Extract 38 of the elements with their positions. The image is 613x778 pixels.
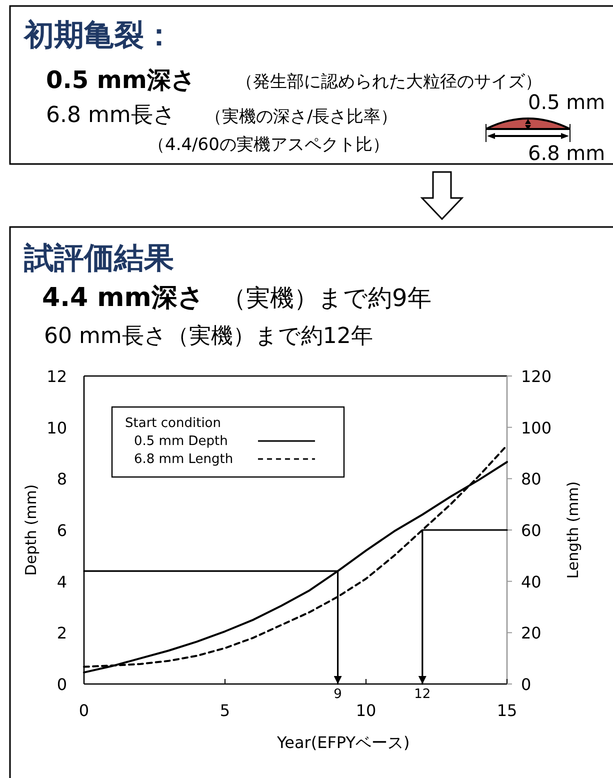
y2-axis-title: Length (mm) — [564, 481, 582, 579]
y-tick-label: 8 — [56, 470, 67, 489]
x-tick-label: 0 — [78, 701, 90, 720]
y2-tick-label: 0 — [521, 675, 532, 694]
y-axis-title: Depth (mm) — [22, 484, 40, 576]
text: 0.5 mm — [528, 90, 606, 114]
legend-label: 6.8 mm Length — [134, 452, 234, 467]
y-tick-label: 12 — [46, 367, 67, 386]
y2-tick-label: 120 — [521, 367, 552, 386]
text: （実機の深さ/長さ比率） — [205, 107, 398, 127]
text: 60 mm長さ（実機）まで約12年 — [44, 324, 373, 349]
annotation: 12 — [414, 687, 431, 702]
text: 6.8 mm長さ — [46, 103, 176, 128]
y2-tick-label: 60 — [521, 521, 542, 540]
y2-tick-label: 80 — [521, 470, 542, 489]
text: 6.8 mm — [528, 141, 606, 165]
text: 初期亀裂： — [23, 18, 174, 53]
text: （発生部に認められた大粒径のサイズ） — [236, 72, 542, 92]
y-tick-label: 0 — [56, 675, 67, 694]
annotation: 9 — [334, 687, 342, 702]
legend-title: Start condition — [125, 416, 221, 431]
y2-tick-label: 20 — [521, 624, 542, 643]
legend-label: 0.5 mm Depth — [134, 434, 228, 449]
x-tick-label: 5 — [220, 701, 230, 720]
y2-tick-label: 100 — [521, 418, 552, 438]
x-tick-label: 15 — [496, 701, 518, 720]
text: 4.4 mm深さ — [42, 283, 204, 313]
y-tick-label: 6 — [56, 521, 67, 540]
text: （実機）まで約9年 — [222, 284, 432, 312]
text: （4.4/60の実機アスペクト比） — [148, 135, 390, 155]
chart-title: 試評価結果 — [23, 241, 174, 276]
y-tick-label: 4 — [56, 572, 67, 592]
text: 0.5 mm深さ — [46, 66, 196, 94]
x-axis-title: Year(EFPYベース) — [276, 733, 410, 752]
y-tick-label: 2 — [56, 624, 67, 643]
x-tick-label: 10 — [356, 701, 376, 720]
y2-tick-label: 40 — [521, 572, 542, 592]
y-tick-label: 10 — [46, 418, 67, 438]
